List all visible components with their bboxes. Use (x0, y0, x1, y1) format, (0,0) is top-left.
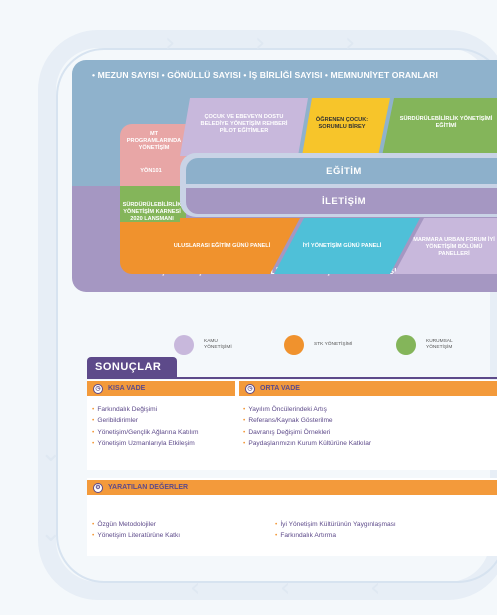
list-item: Davranış Değişimi Örnekleri (243, 427, 371, 438)
short-term-title: KISA VADE (108, 385, 146, 392)
chevron-left-icon: ‹ (280, 573, 291, 603)
learning-child-shape (302, 98, 390, 156)
legend-item-corporate: KURUMSAL YÖNETİŞİM (396, 335, 472, 355)
chevron-left-icon: ‹ (190, 573, 201, 603)
list-item: Özgün Metodolojiler (92, 519, 180, 530)
mid-term-title: ORTA VADE (260, 385, 300, 392)
sustainability-training-shape (382, 98, 497, 156)
communication-label: İLETİŞİM (186, 188, 497, 214)
chevron-right-icon: › (255, 28, 266, 58)
legend-item-public: KAMU YÖNETİŞİMİ (174, 335, 244, 355)
cell-intl-training-day: ULUSLARASI EĞİTİM GÜNÜ PANELİ (173, 242, 271, 249)
mid-term-header: ◷ ORTA VADE (239, 381, 497, 396)
legend-label: STK YÖNETİŞİMİ (314, 342, 353, 347)
child-parent-shape (180, 98, 308, 156)
chevron-down-icon: ⌄ (40, 518, 62, 548)
clock-icon: ◷ (93, 383, 103, 394)
cell-child-parent: ÇOCUK VE EBEVEYN DOSTU BELEDİYE YÖNETİŞİ… (200, 113, 288, 134)
chevron-left-icon: ‹ (370, 573, 381, 603)
top-row-shapes (180, 98, 497, 156)
cell-marmara-urban: MARMARA URBAN FORUM İYİ YÖNETİŞİM BÖLÜMÜ… (413, 236, 495, 257)
chevron-down-icon: ⌄ (40, 438, 62, 468)
background-frame (38, 30, 497, 600)
legend-item-ngo: STK YÖNETİŞİMİ (284, 335, 354, 355)
chevron-right-icon: › (165, 28, 176, 58)
short-term-header: ◷ KISA VADE (87, 381, 235, 396)
list-item: Yönetişim Literatürüne Katkı (92, 530, 180, 541)
list-item: İyi Yönetişim Kültürünün Yaygınlaşması (275, 519, 395, 530)
legend-swatch (174, 335, 194, 355)
list-item: Farkındalık Değişimi (92, 404, 198, 415)
bottom-row-shapes (180, 218, 497, 274)
clock-icon: ◷ (245, 383, 255, 394)
created-values-list-right: İyi Yönetişim Kültürünün Yaygınlaşması F… (275, 519, 396, 542)
list-item: Yönetişim/Gençlik Ağlarına Katılım (92, 427, 198, 438)
short-term-list: Farkındalık Değişimi Geribildirimler Yön… (92, 404, 198, 450)
list-item: Farkındalık Artırma (275, 530, 396, 541)
intl-day-shape (180, 218, 300, 274)
legend-swatch (284, 335, 304, 355)
cell-mt-programs: MT PROGRAMLARINDA YÖNETİŞİM (126, 130, 182, 151)
mid-term-list: Yayılım Öncülerindeki Artış Referans/Kay… (243, 404, 371, 450)
value-icon: ⚙ (93, 482, 103, 493)
list-item: Yönetişim Uzmanlarıyla Etkileşim (92, 438, 198, 449)
list-item: Paydaşlarımızın Kurum Kültürüne Katkılar (243, 438, 371, 449)
cell-sustainability-card: SÜRDÜRÜLEBİLİRLİK YÖNETİŞİM KARNESİ 2020… (122, 201, 182, 222)
cell-yon101: YÖN101 (140, 167, 162, 174)
created-values-title: YARATILAN DEĞERLER (108, 484, 189, 491)
list-item: Geribildirimler (92, 415, 198, 426)
legend-label: KAMU YÖNETİŞİMİ (204, 339, 232, 350)
list-item: Yayılım Öncülerindeki Artış (243, 404, 371, 415)
legend-label: KURUMSAL YÖNETİŞİM (426, 339, 453, 350)
results-title: SONUÇLAR (87, 357, 177, 377)
cell-good-governance-day: İYİ YÖNETİŞİM GÜNÜ PANELİ (302, 242, 382, 249)
cell-learning-child: ÖĞRENEN ÇOCUK: SORUMLU BİREY (315, 117, 369, 130)
good-governance-shape (274, 218, 420, 274)
education-label: EĞİTİM (186, 158, 497, 184)
marmara-shape (394, 218, 497, 274)
created-values-list-left: Özgün Metodolojiler Yönetişim Literatürü… (92, 519, 180, 542)
top-metrics-label: • MEZUN SAYISI • GÖNÜLLÜ SAYISI • İŞ BİR… (92, 70, 438, 80)
background-frame-inner (56, 48, 497, 583)
results-divider (87, 377, 497, 379)
created-values-header: ⚙ YARATILAN DEĞERLER (87, 480, 497, 495)
legend-swatch (396, 335, 416, 355)
cell-sustainability-training: SÜRDÜRÜLEBİLİRLİK YÖNETİŞİMİ EĞİTİMİ (399, 116, 493, 129)
chevron-right-icon: › (345, 28, 356, 58)
list-item: Referans/Kaynak Gösterilme (243, 415, 371, 426)
